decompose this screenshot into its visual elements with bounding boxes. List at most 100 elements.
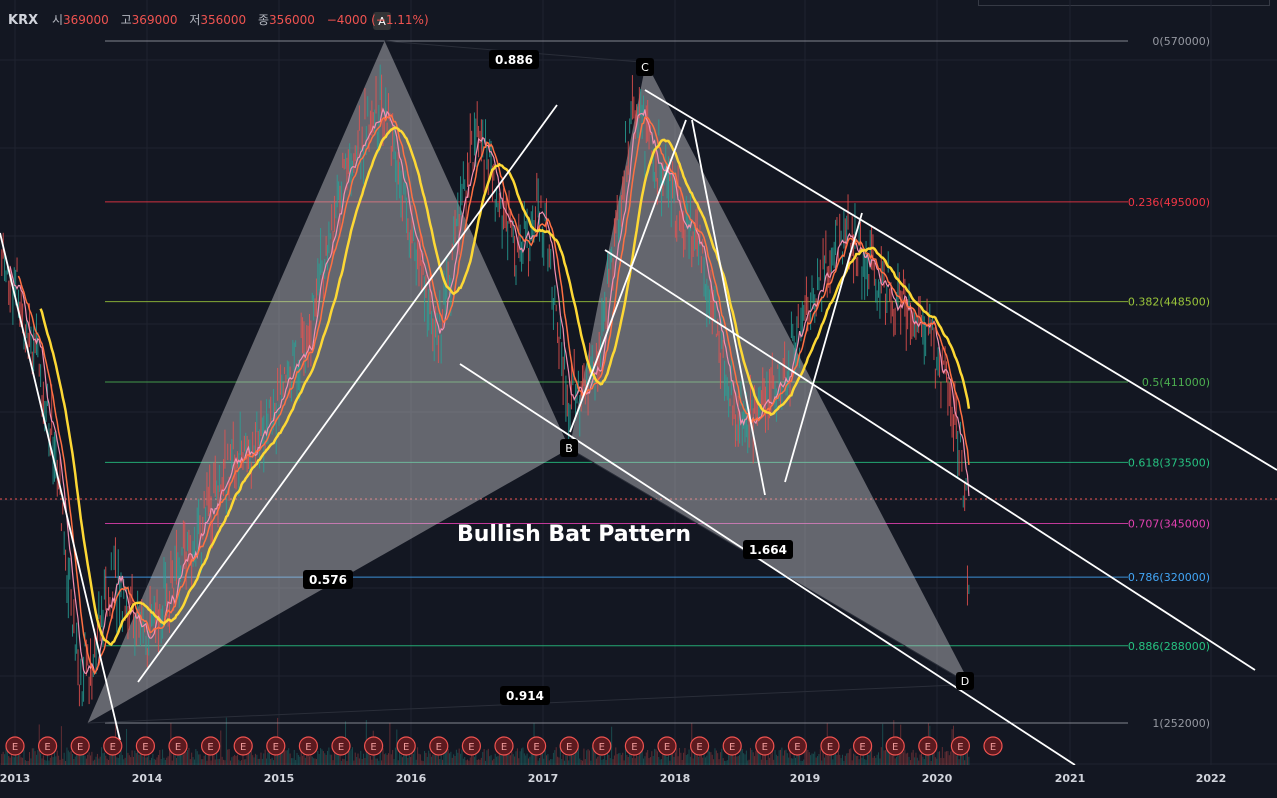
earnings-marker [787,736,808,756]
earnings-marker-label: E [859,742,865,753]
earnings-marker-label: E [12,742,18,753]
earnings-marker-label: E [501,742,507,753]
x-tick-label: 2020 [922,772,953,785]
x-tick-label: 2013 [0,772,30,785]
earnings-marker-label: E [892,742,898,753]
earnings-marker [755,736,775,756]
earnings-marker [461,736,481,756]
x-tick-label: 2021 [1055,772,1086,785]
point-label-bg [373,12,391,30]
earnings-marker [5,736,25,756]
x-tick-label: 2022 [1196,772,1227,785]
ratio-label: 1.664 [749,543,787,557]
earnings-marker [918,736,938,756]
fib-label: 0.886(288000) [1128,640,1210,653]
fib-label: 0.618(373500) [1128,456,1210,469]
fib-label: 0.786(320000) [1128,571,1210,584]
earnings-marker-label: E [110,742,116,753]
open-value: 369000 [62,13,109,27]
point-label-bg [956,672,974,690]
trend-line [569,119,687,433]
trend-lines[interactable] [0,89,1277,766]
earnings-marker-label: E [142,742,148,753]
earnings-marker [983,736,1003,756]
ratio-label-bg [500,686,550,705]
trend-line [604,249,1256,671]
earnings-marker-label: E [762,742,768,753]
earnings-marker-label: E [729,742,735,753]
earnings-marker [657,736,677,756]
earnings-marker [103,736,123,756]
ratio-label-bg [489,50,539,69]
earnings-marker-label: E [696,742,702,753]
ratio-label-bg [743,540,793,559]
symbol-name[interactable]: KRX [8,13,39,28]
pattern-title: Bullish Bat Pattern [457,522,691,547]
volume-bars [1,717,970,765]
x-tick-label: 2016 [396,772,427,785]
trend-line [784,212,863,483]
earnings-marker [820,736,840,756]
fib-label: 0.236(495000) [1128,196,1210,209]
earnings-marker-label: E [273,742,279,753]
earnings-marker-label: E [827,742,833,753]
point-label-bg [560,439,578,457]
fib-label: 1(252000) [1152,717,1210,730]
point-label-c: C [641,61,649,74]
ratio-label: 0.886 [495,53,533,67]
earnings-marker [168,736,188,756]
chart-header: KRX 시369000 고369000 저356000 종356000 −400… [8,11,437,28]
earnings-marker-label: E [925,742,931,753]
earnings-marker [70,736,90,756]
high-label: 고 [120,13,132,27]
chart-labels: A B C D 0.886 0.576 1.664 0.914 Bullish Bat Patt… [303,12,974,705]
open-label: 시 [51,13,63,27]
low-label: 저 [189,13,201,27]
earnings-marker [592,736,612,756]
earnings-marker [494,736,514,756]
earnings-marker [722,736,742,756]
ma-mid [17,114,970,675]
earnings-marker [429,736,449,756]
earnings-marker [364,736,384,756]
change-value: −4000 (−1.11%) [326,13,429,27]
ratio-label-bg [303,570,353,589]
earnings-marker-label: E [664,742,670,753]
point-label-b: B [565,442,573,455]
earnings-marker-label: E [240,742,246,753]
x-tick-label: 2015 [264,772,295,785]
earnings-marker [852,736,873,756]
high-value: 369000 [131,13,178,27]
earnings-marker [331,736,351,756]
point-label-bg [636,58,654,76]
close-value: 356000 [269,13,315,27]
x-tick-label: 2019 [790,772,821,785]
fib-label: 0.5(411000) [1142,376,1210,389]
earnings-marker-label: E [207,742,213,753]
trend-line [0,232,121,741]
top-toolbar-edge [978,0,1270,6]
x-axis-bg [0,765,1277,798]
earnings-marker-label: E [533,742,539,753]
earnings-marker-label: E [794,742,800,753]
earnings-marker-label: E [566,742,572,753]
earnings-marker [37,736,58,756]
earnings-marker-label: E [436,742,442,753]
earnings-marker-label: E [370,742,376,753]
ma-short [9,107,970,675]
earnings-marker [526,736,547,756]
point-label-d: D [961,675,969,688]
earnings-marker [233,736,253,756]
earnings-marker-label: E [77,742,83,753]
trend-line [644,89,1277,471]
trend-line [459,363,1076,766]
earnings-marker [396,736,416,756]
earnings-marker-label: E [305,742,311,753]
close-label: 종 [258,13,270,27]
earnings-marker [885,736,905,756]
fib-label: 0.382(448500) [1128,296,1210,309]
fib-label: 0.707(345000) [1128,518,1210,531]
x-axis: 2013 2014 2015 2016 2017 2018 2019 2020 2021 2022 [0,765,1277,798]
